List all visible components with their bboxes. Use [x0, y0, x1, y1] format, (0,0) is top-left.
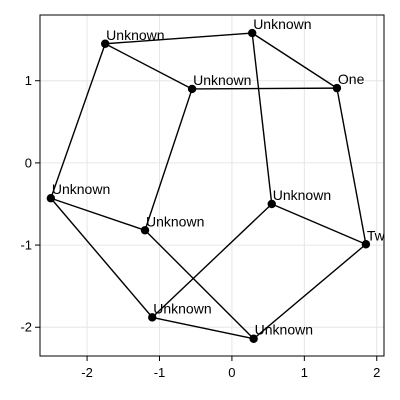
x-tick-label: -1	[154, 365, 166, 380]
edges	[50, 32, 367, 340]
graph-node	[140, 226, 150, 235]
node-label: Unknown	[52, 181, 110, 197]
graph-node	[267, 199, 276, 209]
node-label: Unknown	[153, 300, 211, 316]
node-labels: One Two Unknown Unknown Unknown Unknown Unknow…	[52, 16, 393, 338]
graph-node	[100, 39, 110, 48]
y-tick-label: 1	[25, 73, 32, 88]
graph-node	[187, 84, 197, 94]
nodes	[46, 28, 371, 343]
graph-edge	[336, 88, 367, 245]
graph-edge	[151, 203, 273, 318]
graph-node	[249, 334, 258, 343]
node-label: Unknown	[255, 322, 313, 338]
x-axis-ticks: -2 -1 0 1 2	[81, 356, 380, 380]
y-tick-label: -1	[20, 238, 32, 253]
graph-edge	[251, 32, 338, 89]
graph-edge	[271, 203, 367, 245]
graph-node	[247, 28, 257, 38]
graph-node	[148, 313, 157, 322]
node-label: One	[338, 71, 365, 87]
y-axis-ticks: 1 0 -1 -2	[20, 73, 40, 335]
graph-node	[332, 83, 342, 93]
graph-edge	[152, 316, 254, 340]
node-label: Two	[367, 227, 393, 243]
axis-frame	[39, 14, 385, 357]
x-tick-label: 0	[228, 365, 235, 380]
graph-edge	[104, 43, 193, 90]
graph-edge	[253, 243, 367, 340]
graph-edge	[50, 43, 106, 199]
node-label: Unknown	[106, 27, 164, 43]
y-tick-label: 0	[25, 155, 32, 170]
x-tick-label: 2	[373, 365, 380, 380]
graph-edge	[144, 88, 193, 231]
graph-node	[361, 240, 371, 249]
node-label: Unknown	[273, 187, 331, 203]
graph-node	[46, 194, 56, 203]
y-tick-label: -2	[20, 320, 32, 335]
x-tick-label: -2	[81, 365, 93, 380]
node-label: Unknown	[146, 213, 204, 229]
node-label: Unknown	[193, 72, 251, 88]
node-label: Unknown	[253, 16, 311, 32]
graph-edge	[144, 229, 255, 340]
x-tick-label: 1	[301, 365, 308, 380]
graph-edge	[50, 197, 146, 231]
graph-edge	[105, 32, 253, 45]
graph-edge	[50, 197, 153, 318]
graph-edge	[192, 87, 337, 90]
graph-edge	[251, 32, 273, 205]
